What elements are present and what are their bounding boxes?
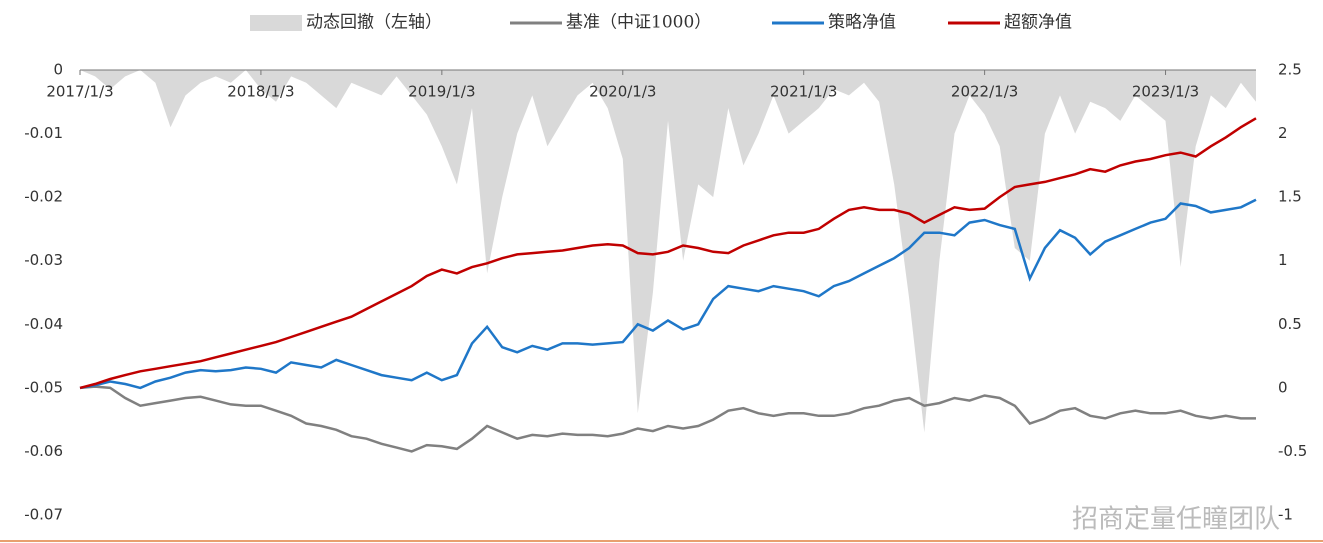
x-tick-label: 2020/1/3 <box>589 83 656 101</box>
y-tick-label: -0.04 <box>24 315 63 333</box>
y-tick-label: -0.03 <box>24 251 63 269</box>
y2-tick-label: 2 <box>1278 124 1288 142</box>
series-line <box>79 198 1257 390</box>
y2-tick-label: -1 <box>1278 506 1293 524</box>
y2-tick-label: 1 <box>1278 251 1288 269</box>
legend-label: 基准（中证1000） <box>566 13 711 33</box>
x-tick-label: 2019/1/3 <box>408 83 475 101</box>
y2-tick-label: 1.5 <box>1278 188 1302 206</box>
x-tick-label: 2017/1/3 <box>46 83 113 101</box>
y2-tick-label: -0.5 <box>1278 442 1307 460</box>
y-tick-label: -0.06 <box>24 442 63 460</box>
y-tick-label: -0.07 <box>24 506 63 524</box>
y-tick-label: -0.02 <box>24 188 63 206</box>
x-tick-label: 2023/1/3 <box>1132 83 1199 101</box>
series-line <box>79 117 1257 390</box>
x-tick-label: 2018/1/3 <box>227 83 294 101</box>
legend-swatch <box>250 15 302 31</box>
y2-tick-label: 2.5 <box>1278 61 1302 79</box>
legend-label: 策略净值 <box>828 13 896 33</box>
y2-tick-label: 0 <box>1278 378 1288 396</box>
watermark: 招商定量任瞳团队 <box>1072 505 1280 535</box>
y-tick-label: -0.05 <box>24 378 63 396</box>
series-line <box>79 385 1256 453</box>
legend-label: 超额净值 <box>1004 13 1072 33</box>
legend-label: 动态回撤（左轴） <box>306 13 442 33</box>
y-tick-label: 0 <box>53 61 63 79</box>
y-tick-label: -0.01 <box>24 124 63 142</box>
x-tick-label: 2022/1/3 <box>951 83 1018 101</box>
x-tick-label: 2021/1/3 <box>770 83 837 101</box>
y2-tick-label: 0.5 <box>1278 315 1302 333</box>
